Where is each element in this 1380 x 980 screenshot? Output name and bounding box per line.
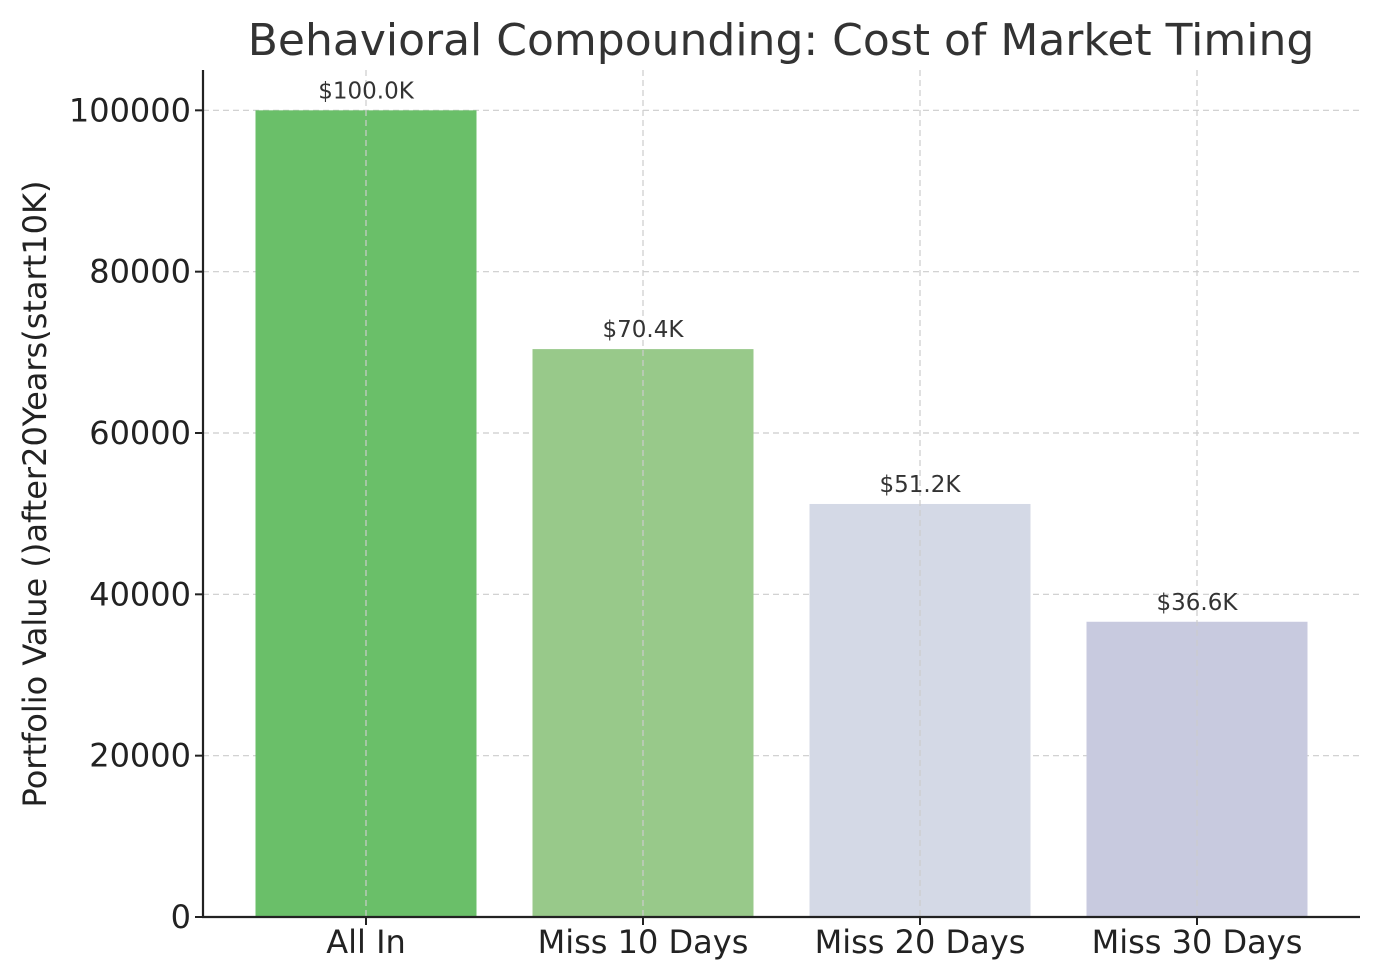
y-ticks: 0 20000 40000 60000 80000 100000 <box>69 91 203 936</box>
bars <box>255 110 1308 918</box>
data-label: $100.0K <box>318 78 414 104</box>
chart-title: Behavioral Compounding: Cost of Market T… <box>248 15 1315 66</box>
data-label: $70.4K <box>603 317 685 343</box>
data-label: $51.2K <box>880 472 962 498</box>
x-ticks: All In Miss 10 Days Miss 20 Days Miss 30 Da… <box>326 917 1302 961</box>
y-tick-label: 80000 <box>89 253 191 291</box>
y-axis-title: Portfolio Value ()after20Years(start10K) <box>16 181 54 808</box>
axes <box>201 70 1360 919</box>
y-tick-label: 20000 <box>89 737 191 775</box>
x-tick-label: All In <box>326 923 406 961</box>
x-tick-label: Miss 20 Days <box>815 923 1026 961</box>
data-label: $36.6K <box>1157 590 1239 616</box>
x-tick-label: Miss 30 Days <box>1092 923 1303 961</box>
y-tick-label: 60000 <box>89 414 191 452</box>
x-tick-label: Miss 10 Days <box>538 923 749 961</box>
y-tick-label: 0 <box>171 898 191 936</box>
data-labels: $100.0K $70.4K $51.2K $36.6K <box>318 70 1238 917</box>
y-tick-label: 100000 <box>69 91 191 129</box>
y-tick-label: 40000 <box>89 575 191 613</box>
